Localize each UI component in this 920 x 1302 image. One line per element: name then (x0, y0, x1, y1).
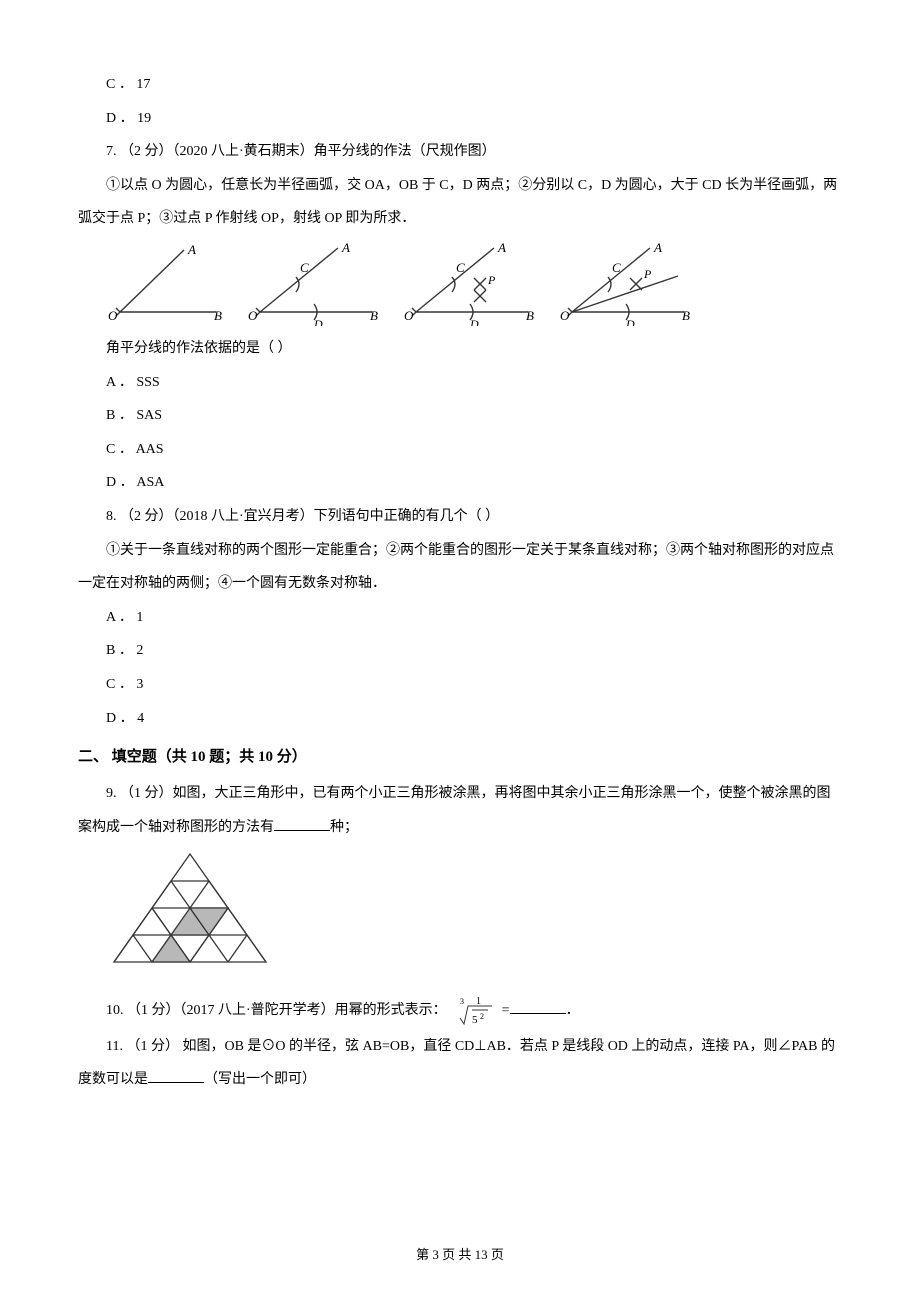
q7-diagram-4: A C P D O B (558, 242, 696, 326)
svg-text:D: D (469, 317, 479, 326)
svg-text:A: A (341, 242, 350, 255)
q11-blank (148, 1069, 204, 1083)
q9-text-a: 9. （1 分）如图，大正三角形中，已有两个小正三角形被涂黑，再将图中其余小正三… (78, 786, 831, 835)
q7-diagram-2: A C D O B (246, 242, 384, 326)
svg-text:O: O (108, 308, 118, 323)
svg-text:D: D (625, 317, 635, 326)
q7-opt-b: B ． SAS (78, 399, 842, 433)
svg-text:O: O (248, 308, 258, 323)
svg-text:P: P (487, 273, 496, 287)
svg-text:C: C (456, 260, 465, 275)
svg-text:A: A (497, 242, 506, 255)
q7-steps: ①以点 O 为圆心，任意长为半径画弧，交 OA，OB 于 C，D 两点；②分别以… (78, 169, 842, 236)
svg-text:C: C (612, 260, 621, 275)
q8-header: 8. （2 分）（2018 八上·宜兴月考）下列语句中正确的有几个（ ） (78, 500, 842, 534)
q7-header: 7. （2 分）（2020 八上·黄石期末）角平分线的作法（尺规作图） (78, 135, 842, 169)
q7-opt-d: D ． ASA (78, 466, 842, 500)
q7-diagram-1: A O B (106, 242, 228, 326)
svg-text:5: 5 (472, 1014, 478, 1026)
q11-text: 11. （1 分） 如图，OB 是⊙O 的半径，弦 AB=OB，直径 CD⊥AB… (78, 1030, 842, 1097)
q9-blank (274, 817, 330, 831)
q9-figure (106, 850, 842, 982)
svg-text:O: O (560, 308, 570, 323)
svg-text:O: O (404, 308, 414, 323)
q10-text-b: = (502, 1003, 510, 1018)
svg-text:B: B (370, 308, 378, 323)
option-d-prev: D ． 19 (78, 102, 842, 136)
q8-opt-c: C ． 3 (78, 668, 842, 702)
q7-question: 角平分线的作法依据的是（ ） (78, 332, 842, 366)
q10-text-a: 10. （1 分）（2017 八上·普陀开学考）用幂的形式表示： (106, 1003, 447, 1018)
svg-text:3: 3 (460, 997, 464, 1006)
option-c-prev: C ． 17 (78, 68, 842, 102)
svg-text:B: B (682, 308, 690, 323)
svg-text:A: A (653, 242, 662, 255)
q10-text-c: ． (566, 1003, 580, 1018)
q8-body: ①关于一条直线对称的两个图形一定能重合；②两个能重合的图形一定关于某条直线对称；… (78, 534, 842, 601)
svg-text:C: C (300, 260, 309, 275)
svg-text:B: B (214, 308, 222, 323)
svg-text:B: B (526, 308, 534, 323)
q10-blank (510, 1000, 566, 1014)
q7-diagrams: A O B A C D O B A C P D O B (106, 242, 842, 326)
svg-text:P: P (643, 267, 652, 281)
q10-text: 10. （1 分）（2017 八上·普陀开学考）用幂的形式表示： 3 1 5 2… (78, 992, 842, 1030)
svg-text:D: D (313, 317, 323, 326)
svg-text:A: A (187, 242, 196, 257)
q7-opt-a: A ． SSS (78, 366, 842, 400)
q9-text-b: 种； (330, 820, 358, 835)
svg-text:1: 1 (476, 996, 481, 1007)
q11-text-b: （写出一个即可） (204, 1072, 316, 1087)
q7-diagram-3: A C P D O B (402, 242, 540, 326)
q8-opt-b: B ． 2 (78, 634, 842, 668)
q8-opt-d: D ． 4 (78, 702, 842, 736)
q8-opt-a: A ． 1 (78, 601, 842, 635)
page-footer: 第 3 页 共 13 页 (0, 1239, 920, 1270)
q9-text: 9. （1 分）如图，大正三角形中，已有两个小正三角形被涂黑，再将图中其余小正三… (78, 777, 842, 844)
q10-expression: 3 1 5 2 (454, 992, 494, 1030)
section-2-heading: 二、 填空题（共 10 题；共 10 分） (78, 739, 842, 775)
svg-text:2: 2 (480, 1012, 484, 1021)
q7-opt-c: C ． AAS (78, 433, 842, 467)
